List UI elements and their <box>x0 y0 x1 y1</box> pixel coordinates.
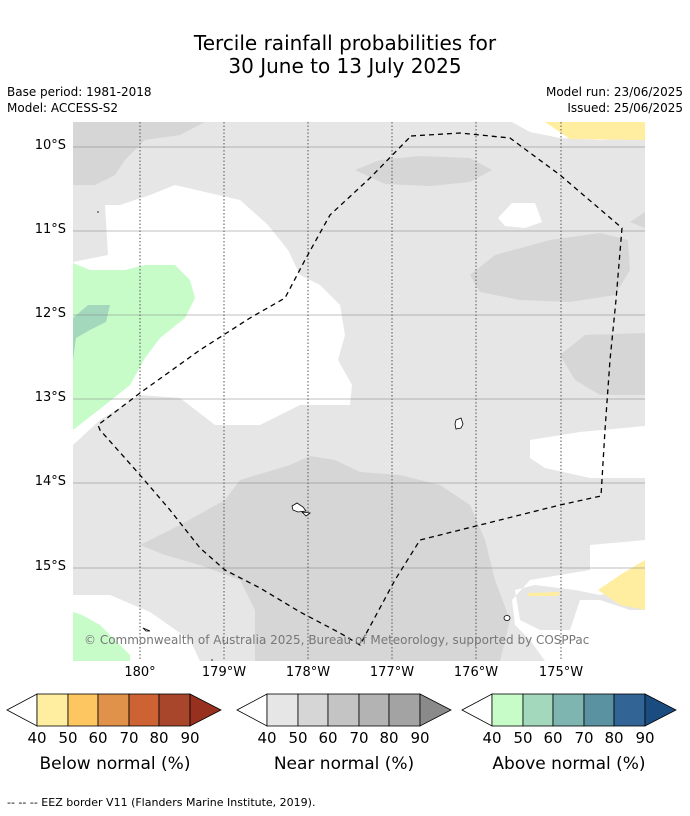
below-normal-40-area <box>528 592 560 596</box>
colorbar-below-normal-swatch <box>97 693 130 727</box>
colorbar-below-normal-swatch <box>36 693 69 727</box>
colorbar-caption-above: Above normal (%) <box>492 754 646 774</box>
colorbar-near-normal-swatch <box>297 693 329 727</box>
map-shading <box>73 122 645 661</box>
no-signal-area <box>530 426 645 478</box>
colorbar-caption-below: Below normal (%) <box>39 754 191 774</box>
lat-label: 14°S <box>34 474 66 489</box>
eez-border <box>97 132 623 646</box>
colorbar-near-normal-high-arrow <box>419 693 452 727</box>
colorbar-tick: 70 <box>349 729 369 747</box>
lon-label: 179°W <box>201 665 247 680</box>
colorbar-tick: 90 <box>410 729 430 747</box>
colorbar-tick: 80 <box>379 729 399 747</box>
colorbar-above-normal-high-arrow <box>644 693 677 727</box>
colorbar-tick: 70 <box>119 729 139 747</box>
below-normal-40-area <box>598 560 645 610</box>
colorbar-below-normal-swatch <box>67 693 99 727</box>
colorbar-tick: 80 <box>149 729 169 747</box>
colorbar-near-normal-swatch <box>266 693 299 727</box>
lat-label: 11°S <box>34 222 66 237</box>
colorbar-tick: 80 <box>604 729 624 747</box>
model-run: Model run: 23/06/2025 <box>545 85 683 99</box>
colorbar-tick: 40 <box>482 729 502 747</box>
colorbar-tick: 90 <box>180 729 200 747</box>
colorbar-tick: 50 <box>58 729 78 747</box>
colorbar-tick: 60 <box>88 729 108 747</box>
colorbar-tick: 40 <box>257 729 277 747</box>
colorbar-below-normal-swatch <box>158 693 191 727</box>
colorbar-tick: 70 <box>574 729 594 747</box>
colorbar-below-normal-low-arrow <box>6 693 38 727</box>
colorbar-tick: 90 <box>635 729 655 747</box>
colorbar-above-normal-swatch <box>491 693 524 727</box>
colorbar-above-normal-swatch <box>552 693 585 727</box>
near-normal-50-area <box>140 456 510 661</box>
near-normal-50-area <box>560 333 645 395</box>
above-normal-40-area <box>73 612 130 661</box>
colorbar-tick: 40 <box>27 729 47 747</box>
colorbar-below-normal-high-arrow <box>189 693 222 727</box>
colorbar-below-normal <box>6 693 222 727</box>
colorbar-above-normal-swatch <box>522 693 554 727</box>
near-normal-50-area <box>355 156 492 186</box>
lon-label: 175°W <box>538 665 584 680</box>
lon-label: 177°W <box>369 665 415 680</box>
near-normal-50-area <box>73 122 205 185</box>
near-normal-50-area <box>470 233 630 302</box>
islands <box>97 211 511 661</box>
colorbar-near-normal-swatch <box>358 693 390 727</box>
below-normal-40-area <box>545 122 645 140</box>
lat-label: 13°S <box>34 390 66 405</box>
model-name: Model: ACCESS-S2 <box>7 101 119 115</box>
lat-label: 15°S <box>34 559 66 574</box>
eez-footnote: -- -- -- EEZ border V11 (Flanders Marine… <box>7 796 316 809</box>
colorbar-near-normal-swatch <box>327 693 360 727</box>
lat-label: 12°S <box>34 306 66 321</box>
colorbar-tick: 60 <box>543 729 563 747</box>
above-normal-50-area <box>73 305 110 360</box>
colorbar-near-normal-low-arrow <box>236 693 268 727</box>
colorbar-above-normal <box>461 693 677 727</box>
near-normal-50-area <box>630 212 645 228</box>
colorbar-near-normal-swatch <box>388 693 421 727</box>
lon-label: 180° <box>124 665 156 680</box>
base-period: Base period: 1981-2018 <box>7 85 152 99</box>
colorbar-tick: 50 <box>513 729 533 747</box>
colorbar-above-normal-swatch <box>583 693 615 727</box>
copyright-notice: © Commonwealth of Australia 2025, Bureau… <box>84 633 590 647</box>
lat-label: 10°S <box>34 138 66 153</box>
map-title-line2: 30 June to 13 July 2025 <box>228 54 462 78</box>
lon-label: 176°W <box>453 665 499 680</box>
colorbar-below-normal-swatch <box>128 693 160 727</box>
colorbar-above-normal-swatch <box>613 693 646 727</box>
lon-label: 178°W <box>285 665 331 680</box>
issued-date: Issued: 25/06/2025 <box>567 101 683 115</box>
colorbar-above-normal-low-arrow <box>461 693 493 727</box>
colorbar-tick: 50 <box>288 729 308 747</box>
map-title-line1: Tercile rainfall probabilities for <box>193 31 497 55</box>
above-normal-40-area <box>73 263 195 430</box>
no-signal-area <box>498 203 542 228</box>
colorbar-tick: 60 <box>318 729 338 747</box>
graticule <box>73 122 645 661</box>
no-signal-area <box>512 540 645 661</box>
colorbar-caption-near: Near normal (%) <box>273 754 415 774</box>
colorbar-near-normal <box>236 693 452 727</box>
